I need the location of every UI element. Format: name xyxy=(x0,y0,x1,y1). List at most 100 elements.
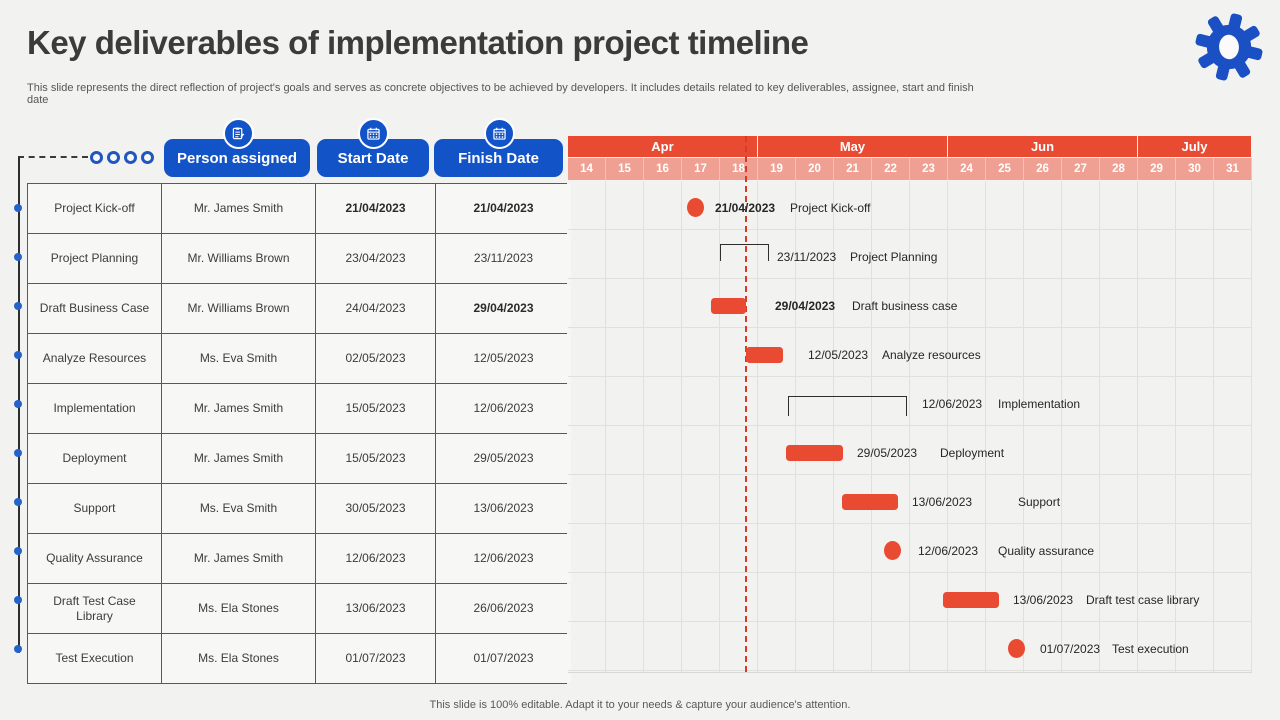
day-label: 30 xyxy=(1176,158,1214,180)
task-name-cell: Draft Business Case xyxy=(28,284,161,333)
gantt-outline-bar xyxy=(720,243,769,261)
start-date-cell: 24/04/2023 xyxy=(316,284,435,333)
person-cell: Ms. Eva Smith xyxy=(162,484,315,533)
task-name-cell: Support xyxy=(28,484,161,533)
start-date-cell: 02/05/2023 xyxy=(316,334,435,383)
month-label-apr: Apr xyxy=(568,136,757,157)
day-label: 16 xyxy=(644,158,682,180)
gantt-date-label: 12/06/2023 xyxy=(918,543,979,558)
row-marker-dot xyxy=(14,252,22,261)
gantt-task-label: Project Kick-off xyxy=(790,200,871,215)
finish-date-label: Finish Date xyxy=(458,149,539,167)
start-date-cell: 13/06/2023 xyxy=(316,584,435,633)
gantt-task-label: Implementation xyxy=(998,396,1081,411)
row-marker-dot xyxy=(14,644,22,653)
month-label-jun: Jun xyxy=(948,136,1137,157)
row-marker-dot xyxy=(14,595,22,604)
person-cell: Mr. Williams Brown xyxy=(162,234,315,283)
start-date-label: Start Date xyxy=(337,149,409,167)
finish-date-cell: 23/11/2023 xyxy=(436,234,571,283)
settings-gear-icon[interactable] xyxy=(1194,12,1264,82)
day-label: 14 xyxy=(568,158,606,180)
day-label: 31 xyxy=(1214,158,1252,180)
day-label: 23 xyxy=(910,158,948,180)
calendar-icon xyxy=(484,118,515,149)
finish-date-cell: 21/04/2023 xyxy=(436,184,571,233)
gantt-bar xyxy=(786,444,843,461)
finish-date-cell: 12/06/2023 xyxy=(436,534,571,583)
day-label: 17 xyxy=(682,158,720,180)
connector-circle xyxy=(90,151,103,164)
gantt-outline-bar xyxy=(788,395,907,416)
gantt-task-label: Project Planning xyxy=(850,249,938,264)
day-label: 28 xyxy=(1100,158,1138,180)
person-cell: Mr. James Smith xyxy=(162,434,315,483)
gantt-date-label: 29/05/2023 xyxy=(857,445,918,460)
finish-date-cell: 13/06/2023 xyxy=(436,484,571,533)
connector-dashed-line xyxy=(18,156,88,158)
month-label-may: May xyxy=(758,136,947,157)
start-date-cell: 15/05/2023 xyxy=(316,384,435,433)
start-date-cell: 21/04/2023 xyxy=(316,184,435,233)
person-cell: Mr. Williams Brown xyxy=(162,284,315,333)
gantt-date-label: 13/06/2023 xyxy=(912,494,973,509)
day-label: 27 xyxy=(1062,158,1100,180)
person-cell: Mr. James Smith xyxy=(162,384,315,433)
gantt-task-label: Draft business case xyxy=(852,298,958,313)
gantt-date-label: 29/04/2023 xyxy=(775,298,836,313)
day-label: 26 xyxy=(1024,158,1062,180)
row-marker-dot xyxy=(14,497,22,506)
row-marker-dot xyxy=(14,546,22,555)
connector-circle xyxy=(141,151,154,164)
task-name-cell: Deployment xyxy=(28,434,161,483)
start-date-cell: 15/05/2023 xyxy=(316,434,435,483)
day-label: 24 xyxy=(948,158,986,180)
finish-date-cell: 01/07/2023 xyxy=(436,634,571,683)
person-cell: Mr. James Smith xyxy=(162,184,315,233)
row-marker-dot xyxy=(14,350,22,359)
milestone-dot xyxy=(1008,639,1025,658)
gantt-chart: 21/04/2023 Project Kick-off 23/11/2023 Proj… xyxy=(568,136,1252,673)
calendar-icon xyxy=(358,118,389,149)
row-marker-dot xyxy=(14,301,22,310)
gantt-bar xyxy=(943,591,999,608)
day-label: 29 xyxy=(1138,158,1176,180)
start-date-cell: 30/05/2023 xyxy=(316,484,435,533)
gantt-task-label: Quality assurance xyxy=(998,543,1095,558)
footer-note: This slide is 100% editable. Adapt it to… xyxy=(429,699,851,711)
connector-circle xyxy=(124,151,137,164)
gantt-task-label: Deployment xyxy=(940,445,1005,460)
gantt-date-label: 23/11/2023 xyxy=(777,249,837,264)
gantt-date-label: 21/04/2023 xyxy=(715,200,776,215)
start-date-cell: 12/06/2023 xyxy=(316,534,435,583)
deliverables-table: Project Kick-off Mr. James Smith 21/04/202… xyxy=(27,183,571,684)
gantt-task-label: Test execution xyxy=(1112,641,1189,656)
row-marker-dot xyxy=(14,203,22,212)
gantt-task-label: Support xyxy=(1018,494,1061,509)
gantt-month-header: Apr May Jun July xyxy=(568,136,1252,157)
gantt-bar xyxy=(711,297,746,314)
task-name-cell: Analyze Resources xyxy=(28,334,161,383)
gantt-date-label: 01/07/2023 xyxy=(1040,641,1101,656)
person-cell: Ms. Ela Stones xyxy=(162,634,315,683)
milestone-dot xyxy=(884,541,901,560)
person-cell: Ms. Ela Stones xyxy=(162,584,315,633)
start-date-cell: 01/07/2023 xyxy=(316,634,435,683)
task-name-cell: Project Kick-off xyxy=(28,184,161,233)
task-name-cell: Quality Assurance xyxy=(28,534,161,583)
day-label: 25 xyxy=(986,158,1024,180)
finish-date-cell: 29/05/2023 xyxy=(436,434,571,483)
gantt-date-label: 13/06/2023 xyxy=(1013,592,1074,607)
person-cell: Ms. Eva Smith xyxy=(162,334,315,383)
slide-subtitle: This slide represents the direct reflect… xyxy=(27,82,974,106)
connector-circle xyxy=(107,151,120,164)
day-label: 22 xyxy=(872,158,910,180)
milestone-dot xyxy=(687,198,704,217)
row-marker-dot xyxy=(14,448,22,457)
gantt-task-label: Analyze resources xyxy=(882,347,981,362)
day-label: 21 xyxy=(834,158,872,180)
gantt-task-label: Draft test case library xyxy=(1086,592,1200,607)
person-assigned-label: Person assigned xyxy=(176,149,298,167)
start-date-cell: 23/04/2023 xyxy=(316,234,435,283)
gantt-date-label: 12/05/2023 xyxy=(808,347,869,362)
